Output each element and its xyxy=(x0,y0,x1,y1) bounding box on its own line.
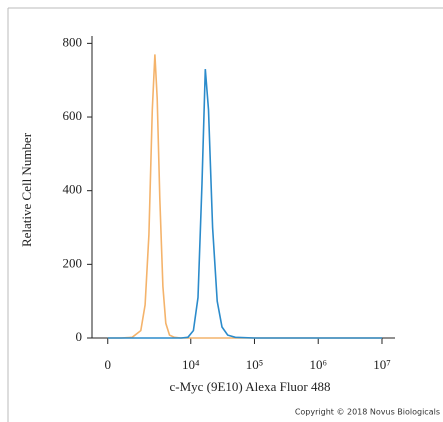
y-tick-label: 800 xyxy=(63,34,83,49)
y-axis-label: Relative Cell Number xyxy=(19,132,34,247)
x-tick-label: 0 xyxy=(105,357,112,372)
histogram-line xyxy=(107,69,382,339)
x-tick-label: 10⁷ xyxy=(373,357,391,372)
x-axis-label: c-Myc (9E10) Alexa Fluor 488 xyxy=(169,379,330,394)
y-tick-label: 200 xyxy=(63,255,83,270)
y-tick-label: 600 xyxy=(63,108,83,123)
x-tick-label: 10⁶ xyxy=(309,357,327,372)
x-tick-label: 10⁴ xyxy=(182,357,200,372)
y-tick-label: 0 xyxy=(76,329,83,344)
x-tick-label: 10⁵ xyxy=(246,357,264,372)
copyright: Copyright © 2018 Novus Biologicals xyxy=(295,408,440,417)
y-tick-label: 400 xyxy=(63,182,83,197)
histogram-line xyxy=(107,54,382,339)
